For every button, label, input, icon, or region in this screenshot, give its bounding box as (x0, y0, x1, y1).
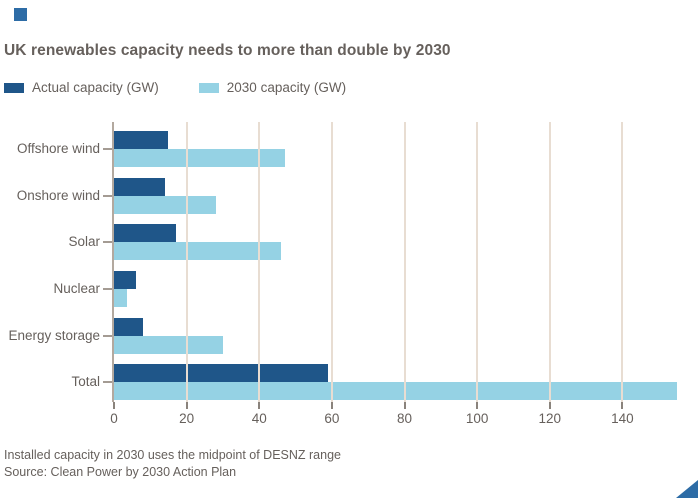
gridline-100 (476, 122, 479, 402)
chart-source: Source: Clean Power by 2030 Action Plan (4, 465, 237, 479)
bar-group-total (114, 355, 695, 402)
bar-group-onshore-wind (114, 169, 695, 216)
bar-actual-capacity-gw--solar (114, 224, 176, 243)
category-label-solar: Solar (68, 234, 100, 250)
chart-title: UK renewables capacity needs to more tha… (4, 42, 451, 59)
value-axis-ticks (113, 402, 695, 409)
category-label-energy-storage: Energy storage (8, 327, 100, 343)
gridline-40 (258, 122, 261, 402)
bar-2030-capacity-gw--solar (114, 242, 282, 261)
bar-2030-capacity-gw--energy-storage (114, 335, 223, 354)
value-tick-label-0: 0 (110, 411, 118, 426)
gridline-80 (403, 122, 406, 402)
value-tick-label-140: 140 (611, 411, 634, 426)
value-axis-zero-line (112, 122, 114, 402)
value-tick-20 (185, 402, 188, 409)
chart-footnote: Installed capacity in 2030 uses the midp… (4, 448, 341, 462)
value-axis-tick-labels: 0 20 40 60 80 100 120 140 (110, 411, 695, 427)
category-tick-total (103, 381, 114, 384)
category-tick-nuclear (103, 288, 114, 290)
gridline-120 (548, 122, 551, 402)
legend-item-actual: Actual capacity (GW) (4, 80, 159, 95)
category-label-nuclear: Nuclear (53, 281, 100, 296)
category-tick-solar (103, 241, 114, 244)
category-label-onshore-wind: Onshore wind (16, 187, 100, 203)
bar-actual-capacity-gw--onshore-wind (114, 177, 165, 196)
legend-label-2030: 2030 capacity (GW) (226, 80, 347, 95)
bar-2030-capacity-gw--nuclear (114, 289, 127, 307)
bar-actual-capacity-gw--offshore-wind (114, 131, 169, 149)
value-tick-120 (548, 402, 551, 409)
bar-actual-capacity-gw--energy-storage (114, 317, 144, 336)
bar-group-offshore-wind (114, 122, 695, 169)
bar-actual-capacity-gw--total (114, 364, 329, 383)
value-tick-label-120: 120 (538, 411, 562, 426)
category-tick-offshore-wind (103, 148, 114, 150)
category-label-total: Total (71, 374, 100, 390)
value-tick-40 (258, 402, 261, 409)
legend-item-2030: 2030 capacity (GW) (198, 80, 347, 95)
chart-legend: Actual capacity (GW) 2030 capacity (GW) (4, 80, 386, 95)
value-tick-140 (621, 402, 624, 409)
gridline-60 (330, 122, 333, 402)
category-tick-onshore-wind (103, 194, 114, 197)
value-tick-label-60: 60 (324, 411, 340, 426)
value-tick-label-40: 40 (251, 411, 267, 426)
category-tick-energy-storage (103, 334, 114, 337)
value-tick-0 (113, 402, 115, 409)
legend-swatch-actual-icon (4, 82, 24, 93)
plot-area (112, 122, 695, 402)
bar-group-solar (114, 215, 695, 262)
category-axis-labels: Offshore wind Onshore wind Solar Nuclear Ene… (0, 122, 100, 402)
value-tick-80 (403, 402, 406, 409)
bar-group-energy-storage (114, 309, 695, 356)
value-tick-60 (330, 402, 333, 409)
bar-actual-capacity-gw--nuclear (114, 271, 136, 289)
category-axis-ticks (103, 122, 114, 402)
brand-corner-square-icon (14, 8, 27, 21)
value-tick-label-100: 100 (465, 411, 489, 426)
brand-corner-triangle-icon (676, 480, 698, 498)
legend-swatch-2030-icon (198, 82, 219, 93)
bar-group-nuclear (114, 262, 695, 309)
gridline-20 (185, 122, 188, 402)
bar-2030-capacity-gw--total (114, 382, 677, 401)
bar-2030-capacity-gw--onshore-wind (114, 195, 216, 214)
bar-2030-capacity-gw--offshore-wind (114, 149, 285, 167)
legend-label-actual: Actual capacity (GW) (32, 80, 159, 95)
value-tick-label-80: 80 (396, 411, 413, 426)
value-tick-100 (476, 402, 479, 409)
category-label-offshore-wind: Offshore wind (16, 141, 100, 156)
gridline-140 (621, 122, 624, 402)
value-tick-label-20: 20 (179, 411, 195, 426)
